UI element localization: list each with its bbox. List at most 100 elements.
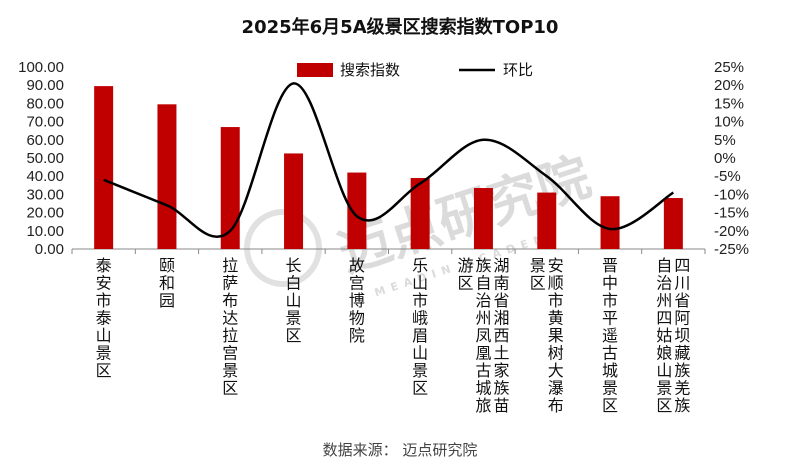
category-label-char: 家 [493, 361, 509, 380]
bar [157, 104, 177, 249]
category-label-char: 山 [286, 291, 302, 310]
category-label-char: 大 [548, 361, 564, 380]
category-label-char: 古 [475, 361, 491, 380]
category-label-char: 自 [475, 274, 491, 293]
category-label-char: 治 [656, 274, 672, 293]
category-label-char: 泰 [96, 256, 112, 275]
category-label-char: 景 [530, 256, 546, 275]
category-label-char: 苗 [493, 396, 509, 415]
category-label-char: 市 [548, 291, 564, 310]
category-label-char: 湖 [493, 256, 509, 275]
y-left-tick-label: 90.00 [26, 77, 64, 94]
category-label-char: 羌 [674, 379, 690, 398]
category-label-char: 果 [548, 326, 564, 345]
y-left-tick-label: 30.00 [26, 186, 64, 203]
category-label-char: 州 [656, 291, 672, 310]
category-label-char: 西 [493, 326, 509, 345]
category-label-char: 凤 [475, 326, 491, 345]
category-label-char: 古 [602, 344, 618, 363]
y-left-tick-label: 50.00 [26, 150, 64, 167]
category-label-char: 峨 [412, 309, 428, 328]
category-label-char: 四 [674, 256, 690, 275]
category-label-char: 晋 [602, 256, 618, 275]
category-label-char: 景 [412, 361, 428, 380]
category-label-char: 区 [286, 326, 302, 345]
category-label-char: 宫 [222, 344, 238, 363]
y-right-tick-label: 10% [714, 114, 744, 131]
y-right-tick-label: -10% [714, 186, 749, 203]
category-label-char: 萨 [222, 274, 238, 293]
category-label-char: 省 [674, 291, 690, 310]
bar [284, 153, 304, 249]
category-label-char: 族 [674, 361, 690, 380]
category-label-char: 景 [602, 379, 618, 398]
category-label-char: 区 [96, 361, 112, 380]
bar [94, 86, 114, 249]
category-label-char: 区 [457, 274, 473, 293]
category-label-char: 和 [159, 274, 175, 293]
category-label-char: 安 [96, 274, 112, 293]
category-label: 颐和园 [159, 256, 175, 310]
category-label-char: 族 [674, 396, 690, 415]
y-left-tick-label: 40.00 [26, 168, 64, 185]
category-label-char: 游 [457, 256, 473, 275]
category-label-char: 景 [656, 379, 672, 398]
y-right-tick-label: 20% [714, 77, 744, 94]
category-label-char: 景 [286, 309, 302, 328]
category-label-char: 故 [349, 256, 365, 275]
category-label-char: 娘 [656, 344, 672, 363]
category-label-char: 博 [349, 291, 365, 310]
legend-label-bar: 搜索指数 [340, 61, 400, 79]
category-label-char: 物 [349, 309, 365, 328]
category-label-char: 拉 [222, 256, 238, 275]
category-label-char: 治 [475, 291, 491, 310]
category-label-char: 区 [602, 396, 618, 415]
category-label-char: 白 [286, 274, 302, 293]
category-label-char: 瀑 [548, 379, 564, 398]
y-right-tick-label: 0% [714, 150, 736, 167]
bar [663, 198, 683, 249]
bar [410, 178, 430, 249]
y-left-tick-label: 0.00 [35, 241, 64, 258]
category-label-char: 拉 [222, 326, 238, 345]
bar [537, 192, 557, 249]
category-label-char: 长 [286, 256, 302, 275]
category-label-char: 安 [548, 256, 564, 275]
category-label-char: 市 [96, 291, 112, 310]
category-label-char: 自 [656, 256, 672, 275]
bar [220, 127, 240, 249]
category-label-char: 顺 [548, 274, 564, 293]
y-right-tick-label: 15% [714, 95, 744, 112]
category-label-char: 布 [222, 291, 238, 310]
y-right-tick-label: 25% [714, 59, 744, 76]
category-label-char: 山 [96, 326, 112, 345]
category-label-char: 区 [530, 274, 546, 293]
category-label-char: 姑 [656, 326, 672, 345]
category-label-char: 州 [475, 309, 491, 328]
category-label-char: 黄 [548, 309, 564, 328]
category-label-char: 泰 [96, 309, 112, 328]
category-label-char: 平 [602, 309, 618, 328]
category-label-char: 山 [656, 361, 672, 380]
series-line [103, 82, 675, 239]
category-label-char: 省 [493, 291, 509, 310]
category-label-char: 眉 [412, 326, 428, 345]
category-label-char: 院 [349, 326, 365, 345]
category-label-char: 四 [656, 309, 672, 328]
category-label-char: 坝 [674, 326, 690, 345]
category-label-char: 阿 [674, 309, 690, 328]
category-label-char: 布 [548, 396, 564, 415]
watermark-logo-icon [244, 209, 322, 287]
category-label-char: 达 [222, 309, 238, 328]
y-left-tick-label: 60.00 [26, 132, 64, 149]
category-label-char: 颐 [159, 256, 175, 275]
